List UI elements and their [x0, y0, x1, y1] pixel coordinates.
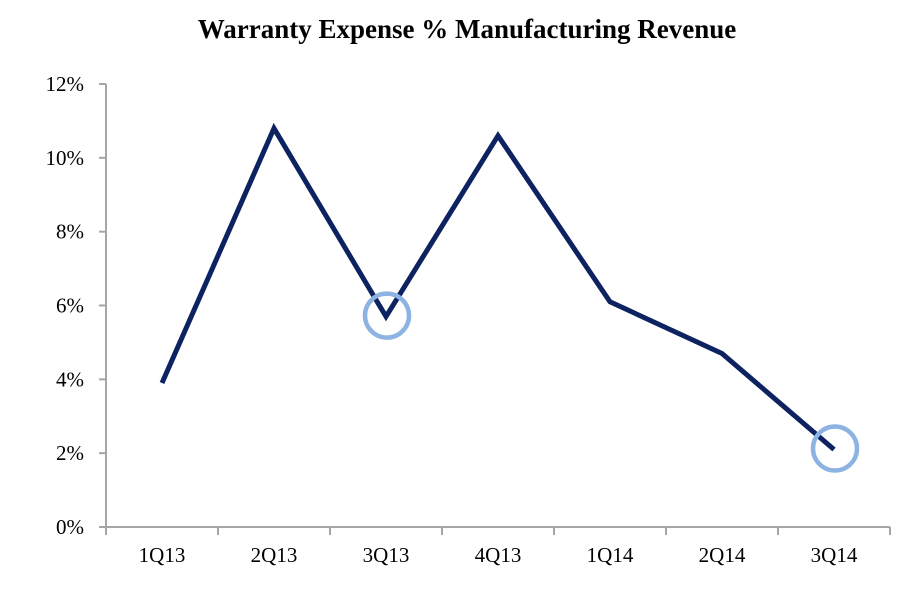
- x-tick-label: 1Q13: [139, 543, 186, 567]
- chart-title: Warranty Expense % Manufacturing Revenue: [197, 14, 737, 44]
- y-tick-label: 6%: [56, 294, 84, 318]
- x-tick-label: 2Q13: [251, 543, 298, 567]
- highlight-circle: [362, 291, 412, 340]
- y-tick-label: 2%: [56, 441, 84, 465]
- series-line: [159, 122, 836, 452]
- x-tick-label: 4Q13: [475, 543, 522, 567]
- x-tick-label: 1Q14: [587, 543, 634, 567]
- y-tick-label: 4%: [56, 367, 84, 391]
- y-tick-label: 12%: [46, 72, 85, 96]
- y-tick-label: 0%: [56, 515, 84, 539]
- y-tick-label: 8%: [56, 220, 84, 244]
- x-tick-label: 3Q14: [811, 543, 858, 567]
- y-tick-label: 10%: [46, 146, 85, 170]
- x-tick-label: 3Q13: [363, 543, 410, 567]
- x-tick-label: 2Q14: [699, 543, 746, 567]
- highlight-circle: [810, 424, 860, 473]
